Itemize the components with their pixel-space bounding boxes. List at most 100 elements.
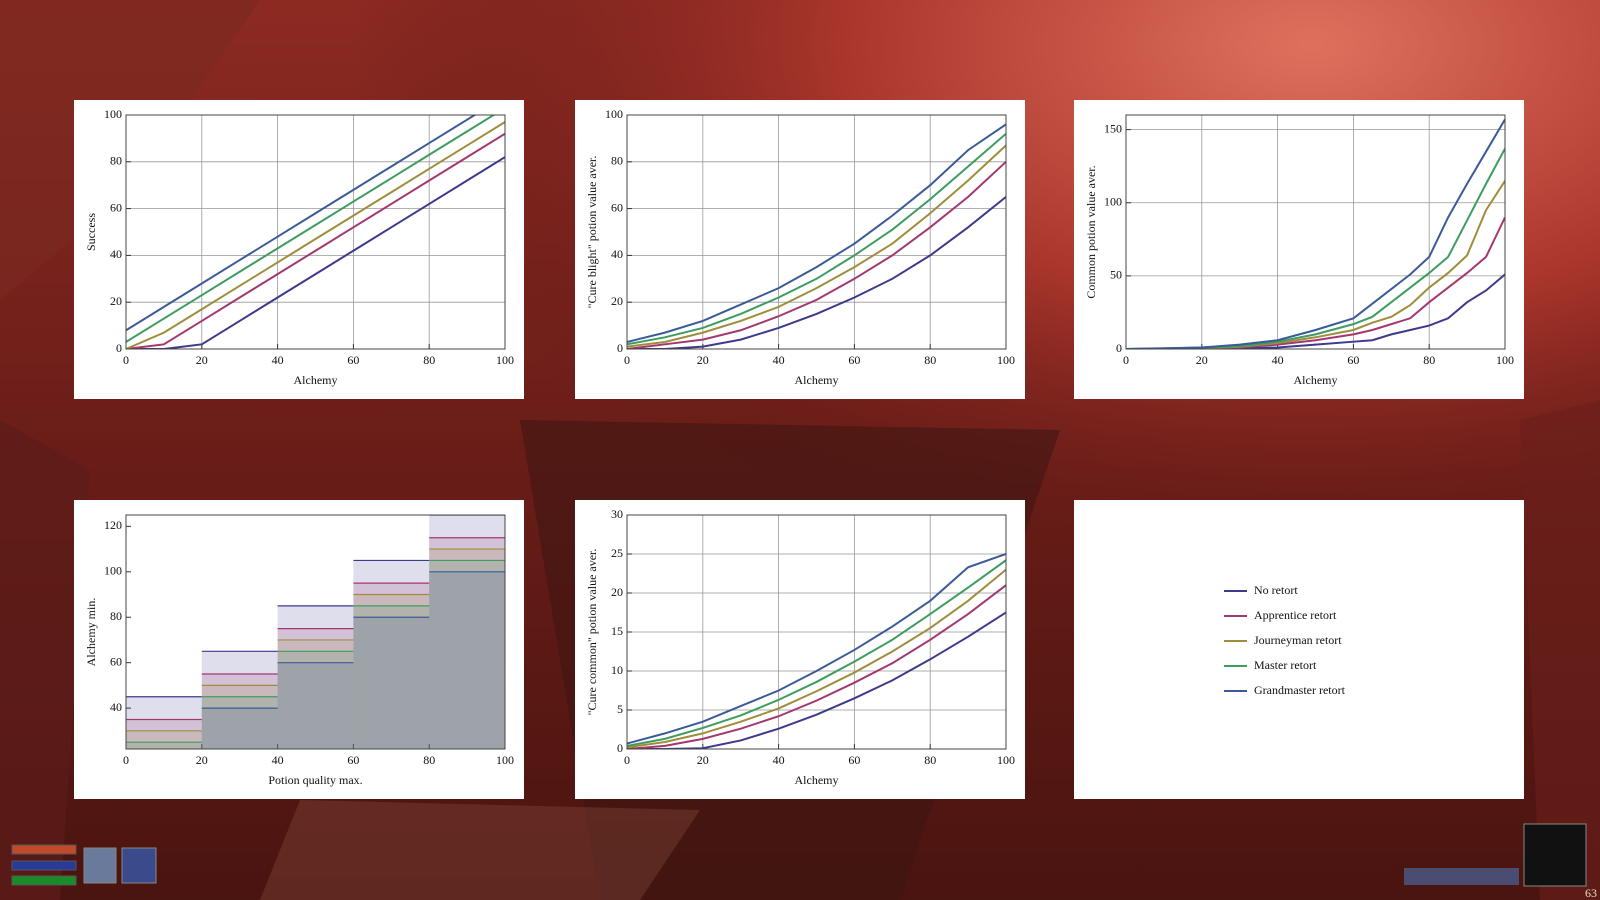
step-fill [201, 674, 278, 749]
step-fill [429, 560, 505, 749]
step-fill [201, 685, 278, 749]
step-fill [353, 560, 430, 749]
chart-panel: 0 20 40 60 80 100 0 20 40 60 80 100 Alchemy Success [74, 100, 524, 399]
plot-frame [125, 514, 506, 750]
step-fill [353, 583, 430, 749]
x-tick-label: 80 [924, 353, 936, 367]
y-tick-label: 60 [110, 200, 122, 214]
chart-panel: 0 20 40 60 80 100 0 20 40 60 80 100 Alchemy "Cure bli… [575, 100, 1025, 399]
scenery [260, 800, 700, 900]
y-tick-label: 80 [611, 154, 623, 168]
y-tick-label: 100 [1104, 195, 1122, 209]
series-line [627, 196, 1006, 349]
y-tick-label: 0 [617, 341, 623, 355]
step-fill [277, 651, 354, 749]
plot-frame [1125, 114, 1506, 350]
x-tick-label: 0 [123, 753, 129, 767]
plot-frame [125, 114, 506, 350]
y-tick-label: 25 [611, 546, 623, 560]
x-tick-label: 20 [697, 353, 709, 367]
y-axis-label: "Cure blight" potion value aver. [585, 156, 599, 309]
series-line [126, 156, 505, 349]
scenery [1520, 400, 1600, 900]
plot-frame [626, 514, 1007, 750]
panel-background [575, 100, 1025, 399]
legend-label: Grandmaster retort [1254, 683, 1346, 697]
x-tick-label: 60 [347, 753, 359, 767]
step-fill [126, 719, 202, 749]
x-axis-label: Alchemy [294, 373, 338, 387]
x-tick-label: 100 [496, 753, 514, 767]
y-tick-label: 5 [617, 702, 623, 716]
step-fill [429, 515, 505, 749]
y-tick-label: 100 [104, 564, 122, 578]
panel-background [575, 500, 1025, 799]
y-tick-label: 100 [104, 107, 122, 121]
y-axis-label: "Cure common" potion value aver. [585, 549, 599, 716]
series-line [126, 132, 505, 349]
y-tick-label: 120 [104, 518, 122, 532]
series-line [627, 559, 1006, 747]
y-tick-label: 80 [110, 609, 122, 623]
step-fill [277, 662, 354, 749]
panel-background [1074, 100, 1524, 399]
y-tick-label: 20 [110, 294, 122, 308]
x-tick-label: 40 [773, 353, 785, 367]
plot-frame [626, 114, 1007, 350]
x-axis-label: Alchemy [795, 773, 839, 787]
step-fill [277, 639, 354, 749]
panel-background [1074, 500, 1524, 799]
series-line [627, 568, 1006, 749]
series-line [126, 115, 477, 332]
series-line [1126, 118, 1505, 349]
x-tick-label: 100 [997, 753, 1015, 767]
x-axis-label: Alchemy [795, 373, 839, 387]
x-tick-label: 100 [997, 353, 1015, 367]
legend-label: No retort [1254, 583, 1298, 597]
x-tick-label: 20 [196, 353, 208, 367]
hud: 63 [11, 823, 1597, 900]
y-tick-label: 40 [110, 700, 122, 714]
series-line [126, 121, 505, 349]
series-line [627, 611, 1006, 749]
legend-panel: No retort Apprentice retort Journeyman ret… [1074, 500, 1524, 799]
hud-level: 63 [1585, 886, 1597, 900]
step-fill [353, 617, 430, 749]
y-tick-label: 150 [1104, 121, 1122, 135]
y-tick-label: 80 [110, 154, 122, 168]
step-fill [277, 605, 354, 749]
legend-label: Apprentice retort [1254, 608, 1337, 622]
x-tick-label: 20 [697, 753, 709, 767]
x-tick-label: 80 [423, 753, 435, 767]
step-fill [353, 605, 430, 749]
y-tick-label: 20 [611, 585, 623, 599]
step-fill [126, 696, 202, 749]
y-tick-label: 30 [611, 507, 623, 521]
y-tick-label: 100 [605, 107, 623, 121]
x-tick-label: 60 [848, 753, 860, 767]
x-tick-label: 20 [1196, 353, 1208, 367]
series-line [627, 144, 1006, 348]
y-axis-label: Alchemy min. [84, 598, 98, 667]
health-bar [11, 844, 77, 855]
y-tick-label: 50 [1110, 268, 1122, 282]
x-tick-label: 80 [924, 753, 936, 767]
spell-icon [121, 847, 157, 884]
x-tick-label: 40 [1272, 353, 1284, 367]
step-fill [353, 594, 430, 749]
x-tick-label: 0 [123, 353, 129, 367]
chart-panel: 0 20 40 60 80 100 0 50 100 150 Alchemy Common potio… [1074, 100, 1524, 399]
x-tick-label: 60 [848, 353, 860, 367]
series-line [627, 553, 1006, 745]
step-fill [429, 537, 505, 749]
x-tick-label: 100 [1496, 353, 1514, 367]
step-fill [429, 571, 505, 749]
y-tick-label: 0 [116, 341, 122, 355]
legend-label: Master retort [1254, 658, 1317, 672]
legend-label: Journeyman retort [1254, 633, 1342, 647]
y-tick-label: 15 [611, 624, 623, 638]
step-fill [201, 696, 278, 749]
x-axis-label: Alchemy [1294, 373, 1338, 387]
x-tick-label: 100 [496, 353, 514, 367]
